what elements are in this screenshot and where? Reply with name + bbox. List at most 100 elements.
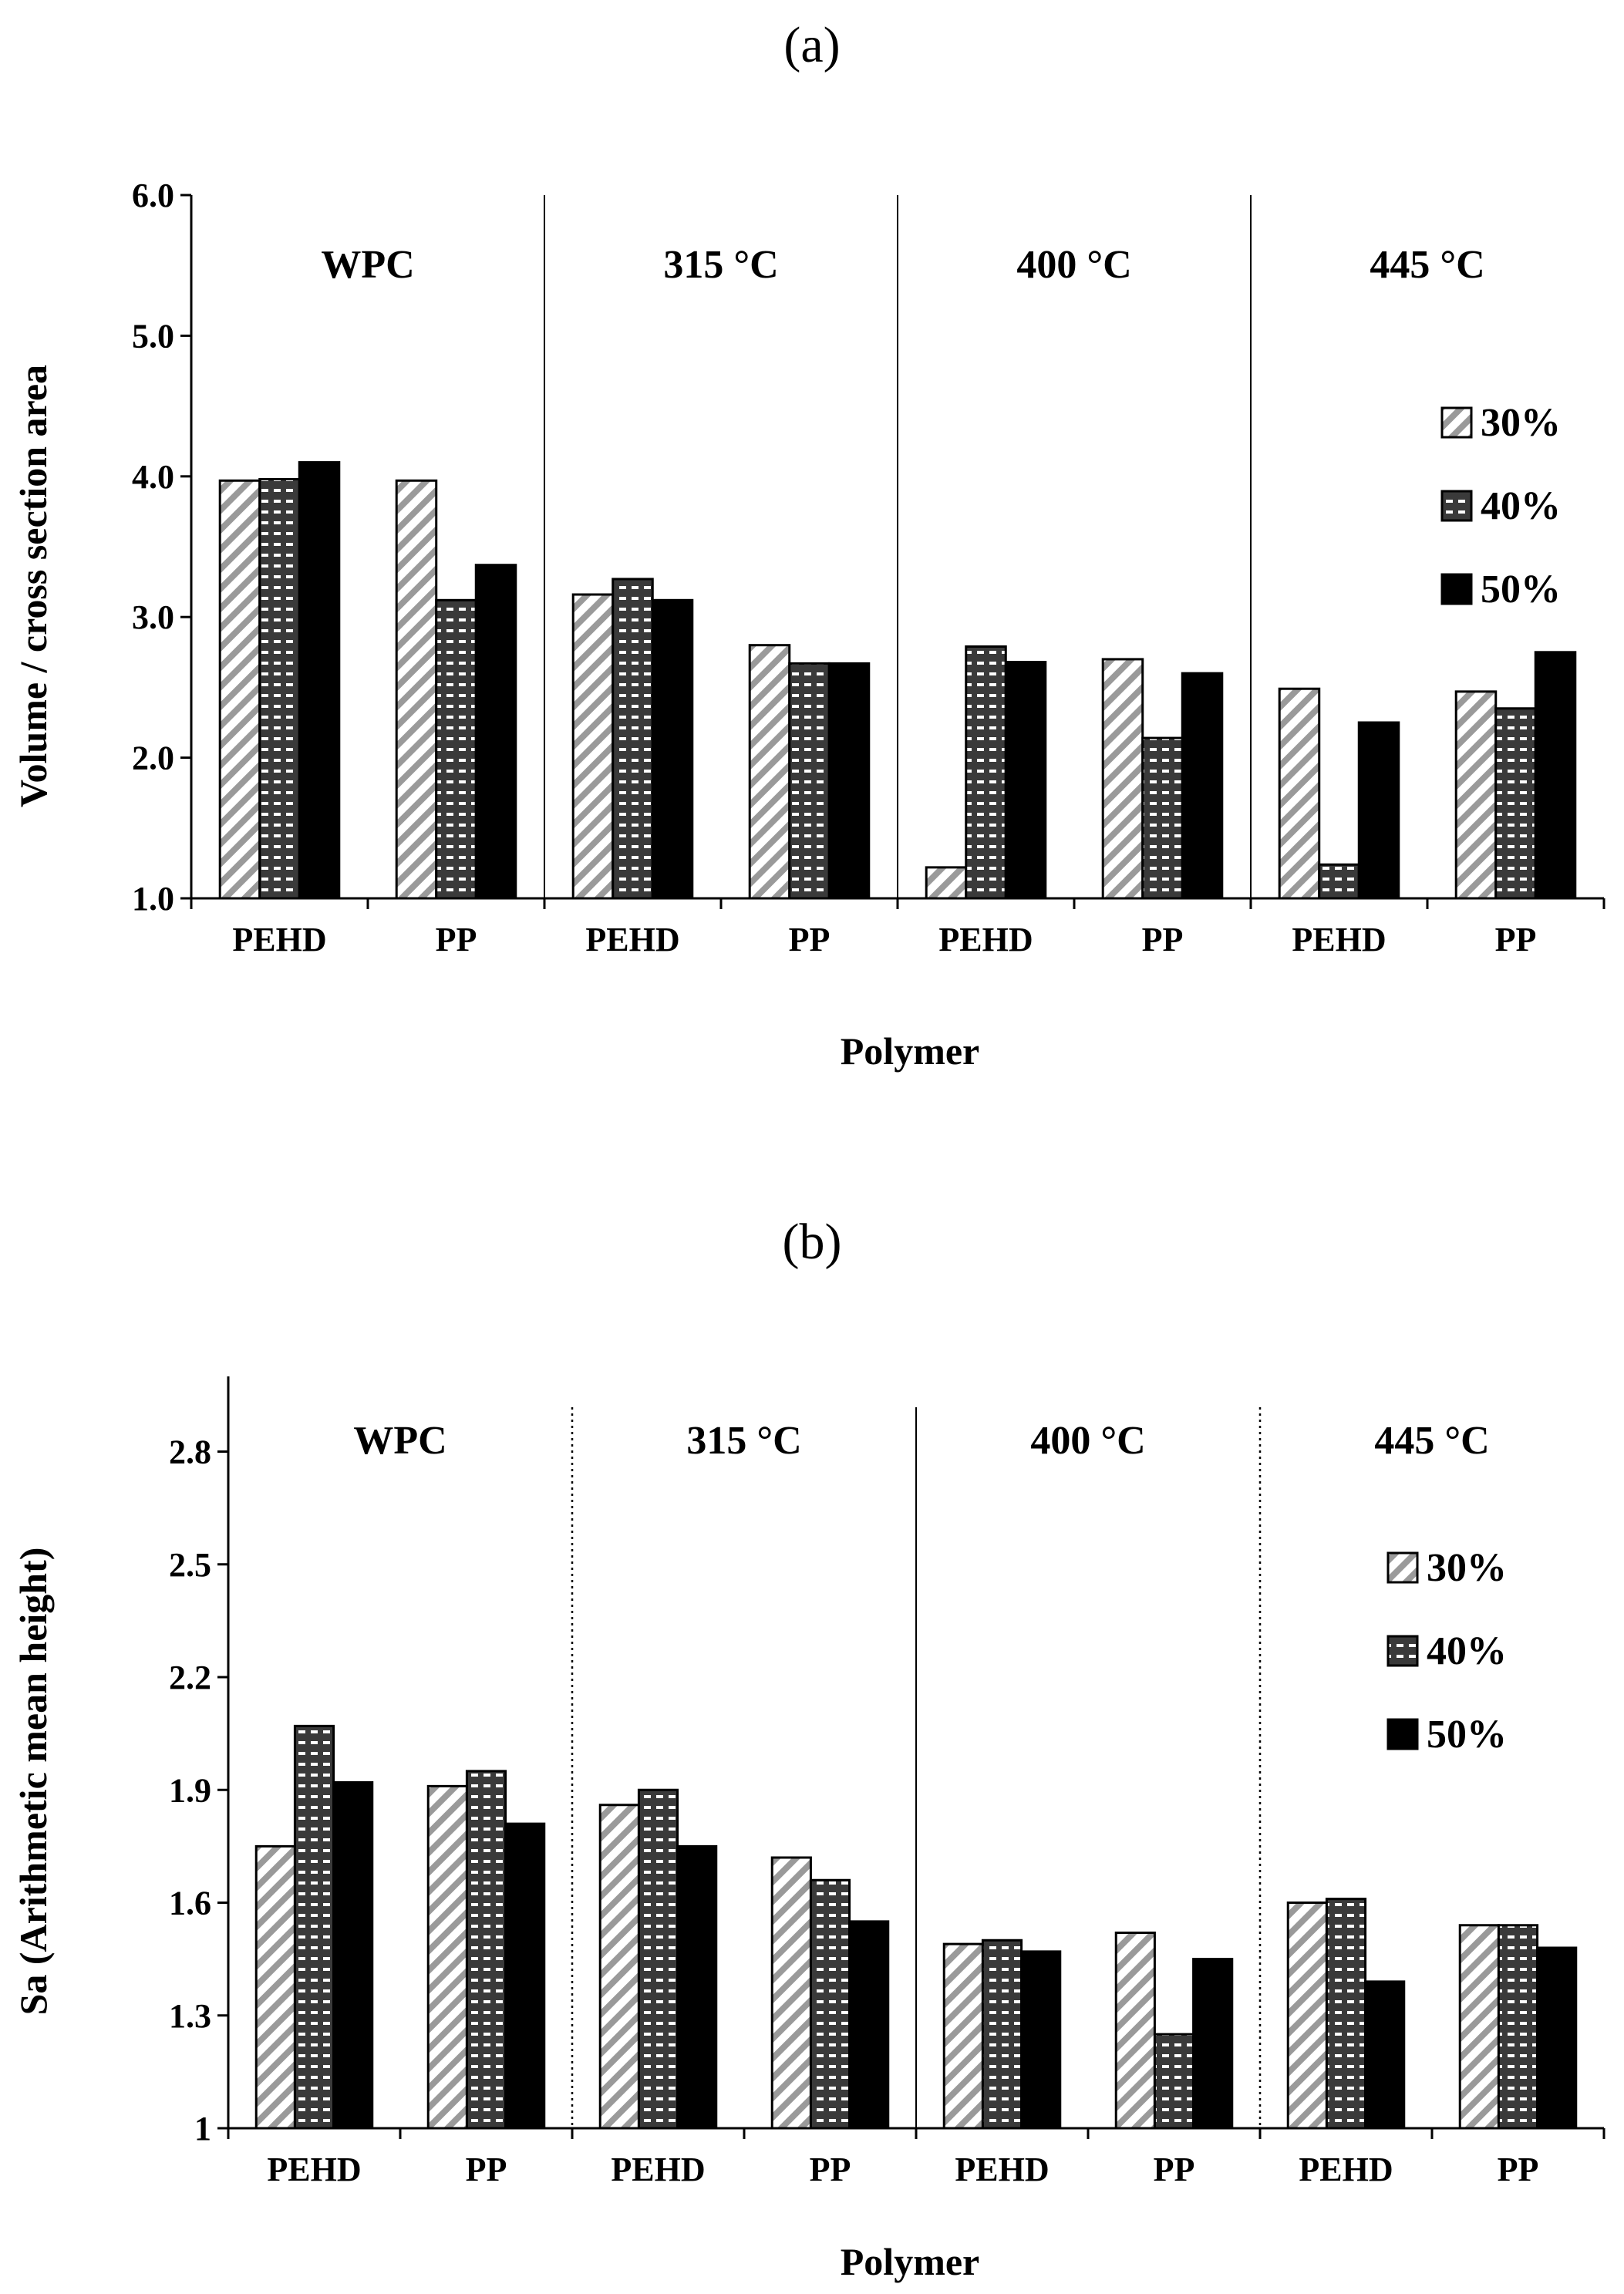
x-category-label: PP [436, 921, 477, 958]
panel-label-a: (a) [783, 17, 840, 73]
bar-30pct-pehd [925, 866, 968, 900]
x-category-label: PEHD [1292, 921, 1386, 958]
legend-label: 30% [1481, 401, 1561, 445]
group-label: 315 °C [686, 1419, 801, 1463]
x-category-label: PEHD [955, 2151, 1049, 2188]
bar-40pct-pehd [293, 1724, 335, 2130]
legend-swatch-50pct [1440, 573, 1473, 605]
bar-30pct-pehd [254, 1844, 296, 2130]
bar-30pct-pp [1114, 1932, 1156, 2130]
bar-30pct-pp [426, 1784, 468, 2130]
legend-a: 30% 40% 50% [1440, 401, 1561, 611]
x-category-label: PP [1142, 921, 1184, 958]
legend-label: 50% [1481, 568, 1561, 611]
legend-swatch-40pct [1440, 490, 1473, 522]
group-label: 400 °C [1016, 243, 1131, 287]
y-tick-label: 1.3 [169, 1997, 211, 2035]
group-label: 400 °C [1030, 1419, 1145, 1463]
y-tick-label: 5.0 [132, 317, 174, 355]
group-label: WPC [321, 243, 414, 287]
bar-40pct-pp [1153, 2033, 1195, 2130]
bar-40pct-pp [1494, 707, 1537, 900]
bar-40pct-pehd [612, 578, 654, 900]
bar-50pct-pp [827, 662, 871, 900]
bar-50pct-pp [474, 564, 517, 900]
legend-label: 50% [1427, 1713, 1507, 1757]
bar-40pct-pehd [981, 1939, 1023, 2130]
bar-40pct-pehd [965, 645, 1007, 900]
group-label: 445 °C [1370, 243, 1484, 287]
y-tick-label: 4.0 [132, 458, 174, 496]
bar-50pct-pehd [1364, 1980, 1406, 2130]
bar-40pct-pehd [1325, 1898, 1367, 2130]
x-category-label: PEHD [611, 2151, 705, 2188]
bar-30pct-pp [770, 1856, 812, 2130]
group-label: 315 °C [663, 243, 778, 287]
x-category-label: PP [1154, 2151, 1195, 2188]
bar-40pct-pp [435, 598, 477, 900]
y-tick-label: 1.6 [169, 1885, 211, 1922]
y-axis-title-a: Volume / cross section area [12, 365, 55, 807]
x-category-label: PP [1498, 2151, 1539, 2188]
chart-panel-a: (a) Volume / cross section area Polymer … [12, 17, 1605, 1073]
group-label: WPC [353, 1419, 446, 1463]
chart-panel-b: (b) Sa (Arithmetic mean height) Polymer … [12, 1214, 1605, 2283]
y-tick-label: 2.0 [132, 739, 174, 777]
bar-50pct-pehd [651, 598, 694, 900]
bar-50pct-pp [1192, 1958, 1234, 2130]
bar-40pct-pp [1141, 736, 1184, 900]
x-category-label: PEHD [585, 921, 679, 958]
y-tick-label: 3.0 [132, 598, 174, 636]
y-tick-label: 1 [194, 2110, 211, 2147]
plot-area-b: 1 1.3 1.6 1.9 2.2 2.5 2.8 PEHD PP PEHD PP PEHD PP PEH… [169, 1376, 1605, 2188]
bar-50pct-pehd [298, 461, 341, 900]
bar-50pct-pehd [1004, 661, 1047, 900]
x-category-label: PEHD [267, 2151, 361, 2188]
y-tick-label: 2.5 [169, 1546, 211, 1584]
legend-swatch-30pct [1440, 406, 1473, 439]
bar-30pct-pp [1101, 658, 1144, 900]
legend-swatch-40pct [1386, 1635, 1419, 1667]
bar-30pct-pehd [942, 1942, 984, 2130]
panel-label-b: (b) [783, 1214, 842, 1270]
bar-40pct-pehd [637, 1788, 679, 2130]
bar-30pct-pp [395, 479, 438, 900]
bar-30pct-pehd [1286, 1902, 1328, 2130]
bar-40pct-pp [788, 662, 831, 900]
x-category-label: PP [1495, 921, 1537, 958]
bar-30pct-pehd [218, 479, 261, 900]
x-axis-title-a: Polymer [841, 1029, 979, 1073]
legend-label: 40% [1427, 1629, 1507, 1673]
bar-50pct-pp [1181, 672, 1224, 900]
bar-50pct-pehd [332, 1781, 374, 2130]
bar-30pct-pehd [571, 593, 615, 900]
bar-40pct-pp [1497, 1924, 1539, 2130]
y-tick-label: 1.0 [132, 880, 174, 918]
bar-30pct-pehd [1278, 687, 1321, 900]
legend-label: 40% [1481, 484, 1561, 528]
plot-area-a: 1.0 2.0 3.0 4.0 5.0 6.0 PEHD PP PEHD PP PEHD PP PEHD… [132, 177, 1605, 958]
bar-50pct-pp [504, 1822, 546, 2130]
y-tick-label: 2.8 [169, 1433, 211, 1471]
bar-30pct-pp [1454, 690, 1498, 900]
x-category-label: PP [466, 2151, 507, 2188]
x-axis-title-b: Polymer [841, 2240, 979, 2283]
y-tick-label: 6.0 [132, 177, 174, 214]
x-category-label: PEHD [1299, 2151, 1393, 2188]
bar-30pct-pehd [598, 1804, 640, 2130]
bar-50pct-pp [1536, 1946, 1578, 2130]
x-category-label: PP [810, 2151, 851, 2188]
bar-50pct-pehd [676, 1844, 718, 2130]
bar-40pct-pp [465, 1770, 507, 2130]
group-label: 445 °C [1374, 1419, 1489, 1463]
bar-40pct-pehd [258, 477, 301, 900]
bar-50pct-pehd [1357, 721, 1400, 900]
legend-swatch-50pct [1386, 1718, 1419, 1750]
bar-40pct-pehd [1318, 863, 1360, 900]
legend-label: 30% [1427, 1546, 1507, 1590]
legend-swatch-30pct [1386, 1551, 1419, 1584]
bar-50pct-pp [848, 1920, 890, 2130]
y-tick-label: 2.2 [169, 1659, 211, 1696]
bar-30pct-pp [748, 644, 791, 900]
bar-30pct-pp [1458, 1924, 1500, 2130]
